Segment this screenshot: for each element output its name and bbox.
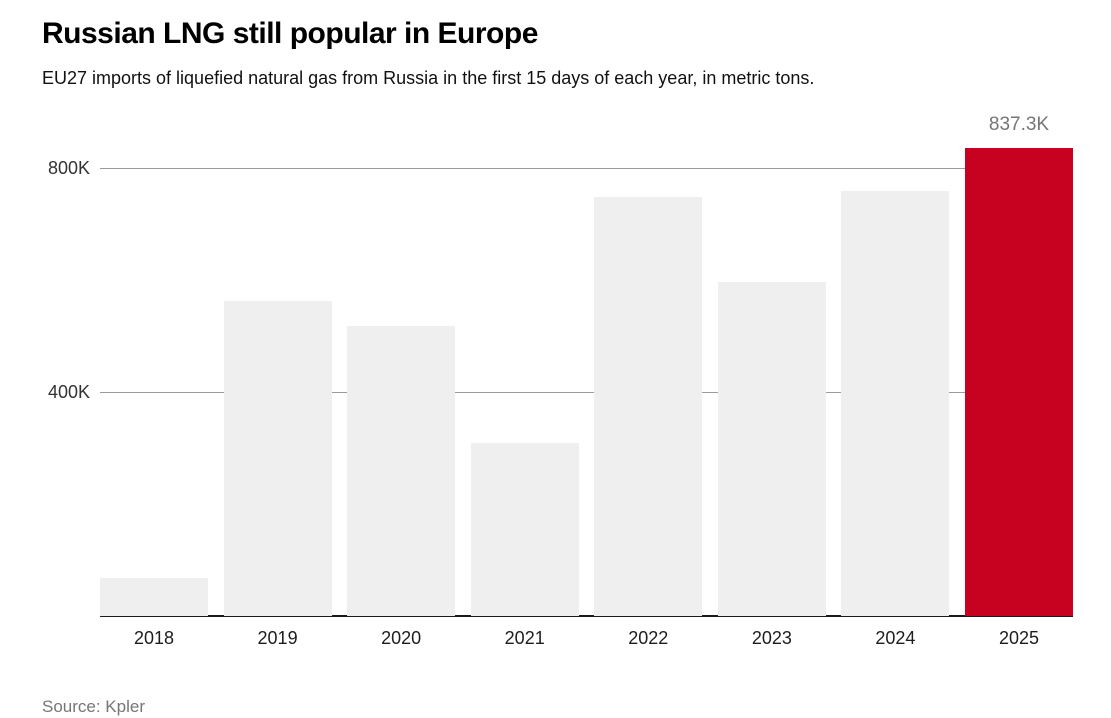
ytick-label-800k: 800K xyxy=(47,158,90,178)
gridline-800k xyxy=(100,168,1073,169)
x-label-2025: 2025 xyxy=(998,628,1040,648)
x-label-2020: 2020 xyxy=(381,628,422,648)
value-annotation-2025: 837.3K xyxy=(988,114,1050,135)
bar-2020 xyxy=(347,326,456,616)
bar-2024 xyxy=(841,190,950,616)
x-label-2022: 2022 xyxy=(628,628,669,648)
chart-subtitle: EU27 imports of liquefied natural gas fr… xyxy=(42,68,815,88)
bar-2025 xyxy=(965,148,1073,616)
x-label-2021: 2021 xyxy=(504,628,545,648)
bar-2019 xyxy=(223,301,332,616)
x-axis-labels: 2018 2019 2020 2021 2022 2023 2024 2025 xyxy=(100,627,1073,649)
bar-2018 xyxy=(100,578,208,616)
source-note: Source: Kpler xyxy=(42,697,145,716)
x-label-2019: 2019 xyxy=(257,628,298,648)
bar-2022 xyxy=(594,196,703,616)
chart-title: Russian LNG still popular in Europe xyxy=(42,17,538,50)
x-label-2023: 2023 xyxy=(751,628,792,648)
x-label-2024: 2024 xyxy=(875,628,916,648)
bar-2023 xyxy=(717,282,826,616)
plot-area xyxy=(100,140,1073,616)
x-label-2018: 2018 xyxy=(133,628,175,648)
bar-2021 xyxy=(470,442,579,616)
x-axis-line xyxy=(100,615,1073,617)
ytick-label-400k: 400K xyxy=(47,381,90,402)
gridline-400k xyxy=(100,391,1073,393)
